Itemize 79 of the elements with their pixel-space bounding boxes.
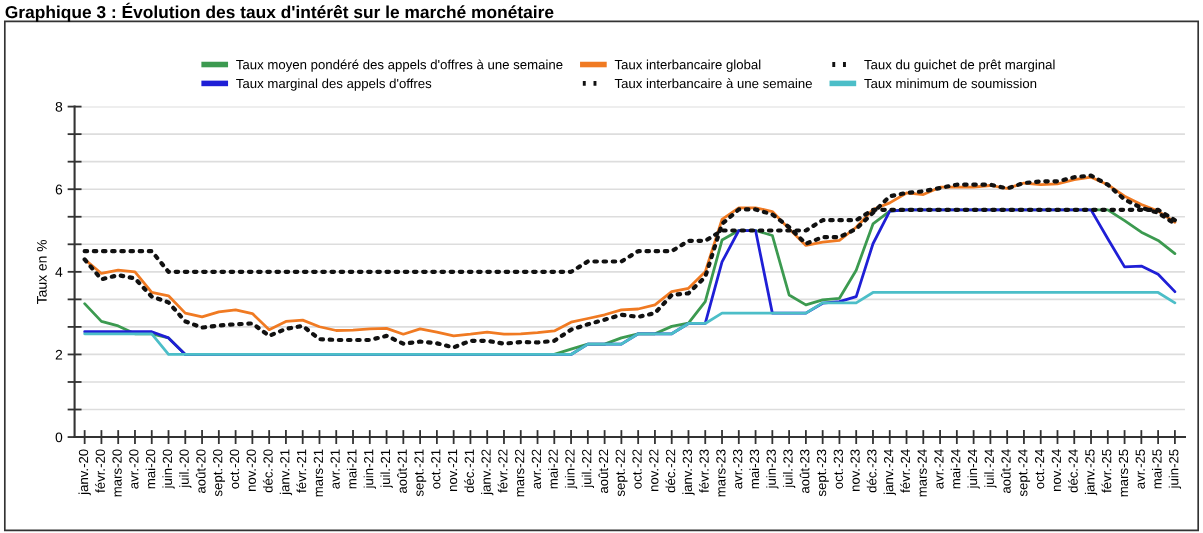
- x-tick-label: sept.-22: [615, 449, 628, 497]
- legend-label: Taux marginal des appels d'offres: [236, 78, 432, 91]
- x-tick-label: avr.-20: [129, 449, 139, 489]
- y-axis-title: Taux en %: [36, 239, 47, 304]
- x-tick-label: juil.-22: [581, 449, 594, 489]
- x-tick-label: juil.-24: [984, 449, 997, 489]
- x-tick-label: mars-21: [313, 449, 324, 497]
- x-tick-label: avr.-23: [732, 449, 743, 489]
- x-tick-label: nov.-22: [649, 449, 659, 492]
- x-tick-label: mai-24: [950, 449, 961, 489]
- x-tick-label: janv.-20: [78, 449, 91, 496]
- x-tick-label: mai-20: [145, 449, 156, 489]
- x-tick-label: déc.-24: [1067, 449, 1078, 493]
- x-tick-label: mars-20: [112, 449, 122, 497]
- x-tick-label: mai-22: [548, 449, 558, 489]
- x-tick-label: févr.-22: [497, 449, 508, 493]
- x-tick-label: juin-24: [967, 449, 980, 489]
- x-tick-label: avr.-25: [1135, 449, 1145, 489]
- x-tick-label: mai-23: [749, 449, 760, 489]
- chart-title: Graphique 3 : Évolution des taux d'intérêt sur le marché monétaire: [5, 2, 554, 22]
- x-tick-label: nov.-20: [246, 449, 256, 492]
- legend-label: Taux interbancaire global: [614, 59, 761, 72]
- x-tick-label: janv.-23: [682, 449, 695, 496]
- x-tick-label: oct.-20: [229, 449, 240, 489]
- x-tick-label: juin-23: [766, 449, 779, 489]
- x-tick-label: déc.-22: [665, 449, 676, 493]
- x-tick-label: mai-25: [1151, 449, 1162, 489]
- y-tick-label: 2: [55, 349, 63, 360]
- x-tick-label: août-24: [1000, 449, 1011, 494]
- x-tick-label: mars-25: [1118, 449, 1129, 497]
- x-tick-label: déc.-20: [262, 449, 273, 493]
- x-tick-label: janv.-22: [481, 449, 494, 496]
- x-tick-label: août-20: [195, 449, 206, 494]
- x-tick-label: juil.-21: [380, 449, 393, 489]
- x-tick-label: août-23: [799, 449, 810, 494]
- x-tick-label: juil.-20: [179, 449, 192, 489]
- x-tick-label: juin-25: [1168, 449, 1182, 489]
- x-tick-label: sept.-23: [816, 449, 829, 497]
- x-tick-label: mai-21: [346, 449, 357, 489]
- y-tick-label: 4: [55, 267, 63, 277]
- x-tick-label: oct.-21: [431, 449, 441, 489]
- x-tick-label: juin-21: [363, 449, 376, 489]
- x-tick-label: sept.-20: [213, 449, 225, 497]
- legend-label: Taux moyen pondéré des appels d'offres à une semaine: [236, 59, 563, 72]
- y-tick-label: 6: [55, 184, 63, 195]
- legend-label: Taux interbancaire à une semaine: [614, 78, 812, 89]
- x-tick-label: févr.-25: [1101, 449, 1112, 493]
- x-tick-label: nov.-21: [447, 449, 458, 492]
- x-tick-label: mars-22: [514, 449, 525, 497]
- x-tick-label: août-22: [598, 449, 609, 494]
- x-tick-label: mars-24: [917, 449, 927, 497]
- x-tick-label: avr.-22: [531, 449, 542, 489]
- x-tick-label: févr.-23: [698, 449, 709, 493]
- x-tick-label: nov.-24: [1051, 449, 1062, 492]
- y-tick-label: 8: [55, 101, 63, 112]
- x-tick-label: juin-20: [162, 449, 175, 489]
- x-tick-label: janv.-21: [279, 449, 293, 496]
- legend-label: Taux minimum de soumission: [864, 78, 1037, 89]
- x-tick-label: août-21: [397, 449, 407, 494]
- x-tick-label: oct.-24: [1034, 449, 1045, 489]
- x-tick-label: janv.-24: [883, 449, 896, 496]
- x-tick-label: avr.-24: [934, 449, 944, 489]
- x-tick-label: déc.-23: [866, 449, 877, 493]
- x-tick-label: avr.-21: [330, 449, 340, 489]
- legend-label: Taux du guichet de prêt marginal: [864, 59, 1055, 72]
- x-tick-label: sept.-24: [1018, 449, 1031, 497]
- x-tick-label: févr.-20: [95, 449, 105, 493]
- x-tick-label: oct.-23: [833, 449, 843, 489]
- x-tick-label: févr.-24: [900, 449, 911, 493]
- x-tick-label: oct.-22: [632, 449, 642, 489]
- y-tick-label: 0: [55, 432, 63, 443]
- x-tick-label: nov.-23: [850, 449, 860, 492]
- x-tick-label: juin-22: [564, 449, 578, 489]
- x-tick-label: déc.-21: [464, 449, 474, 493]
- x-tick-label: janv.-25: [1084, 449, 1098, 496]
- x-tick-label: mars-23: [716, 449, 726, 497]
- x-tick-label: févr.-21: [296, 449, 307, 493]
- x-tick-label: juil.-23: [782, 449, 796, 489]
- x-tick-label: sept.-21: [414, 449, 427, 497]
